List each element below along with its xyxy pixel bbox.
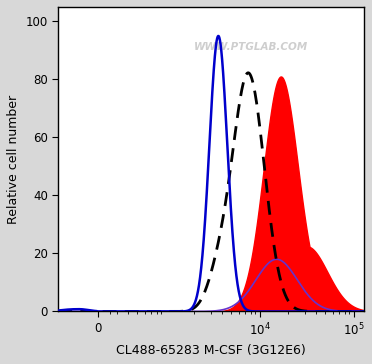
X-axis label: CL488-65283 M-CSF (3G12E6): CL488-65283 M-CSF (3G12E6) (116, 344, 306, 357)
Text: WWW.PTGLAB.COM: WWW.PTGLAB.COM (194, 41, 308, 52)
Y-axis label: Relative cell number: Relative cell number (7, 95, 20, 224)
